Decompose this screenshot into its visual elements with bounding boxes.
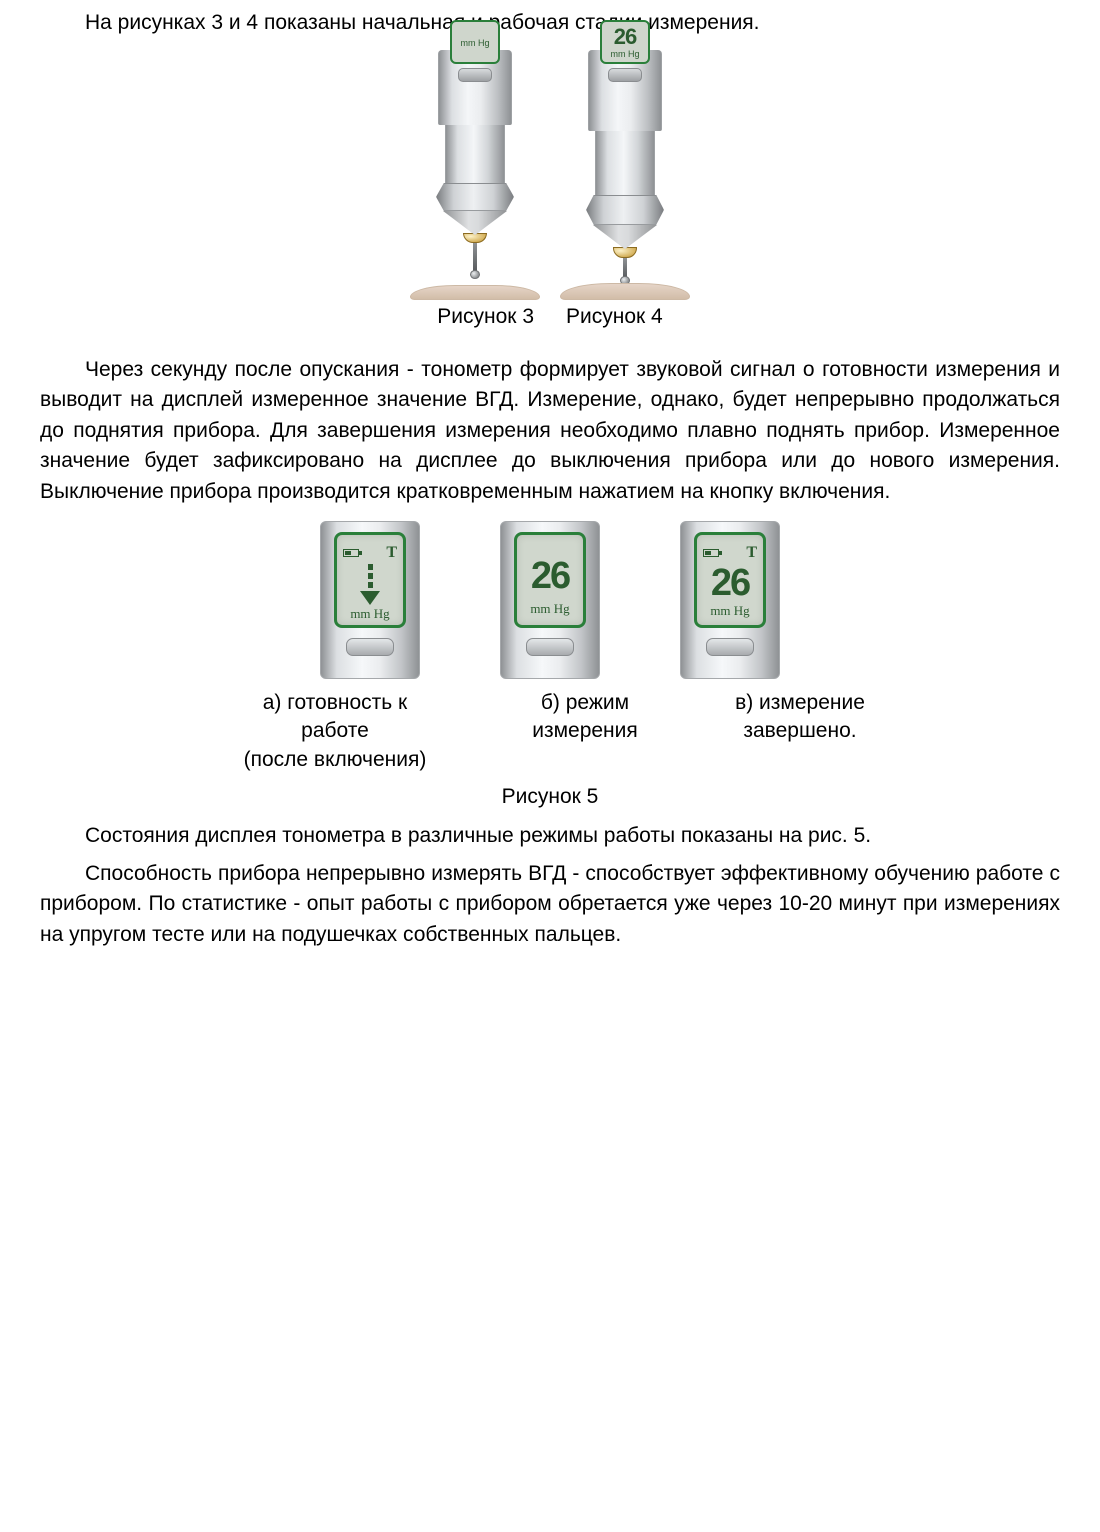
- figure-3: mm Hg: [410, 50, 540, 300]
- display-value: 26: [711, 564, 749, 602]
- figure-4: 26 mm Hg: [560, 50, 690, 300]
- device-display: T 26 mm Hg: [694, 532, 766, 628]
- caption-fig5b: б) режим измерения: [500, 689, 670, 746]
- figure-3-4-row: mm Hg 26 mm Hg: [40, 50, 1060, 300]
- power-button: [458, 68, 492, 82]
- caption-line: (после включения): [210, 746, 460, 774]
- probe-icon: [473, 243, 477, 272]
- paragraph-operation: Через секунду после опускания - тонометр…: [40, 355, 1060, 507]
- device-display: 26 mm Hg: [514, 532, 586, 628]
- caption-fig5c: в) измерение завершено.: [710, 689, 890, 746]
- figure-3-4-captions: Рисунок 3 Рисунок 4: [40, 302, 1060, 332]
- caption-line: работе: [210, 717, 460, 745]
- display-unit: mm Hg: [611, 48, 640, 61]
- display-closeup-b: 26 mm Hg: [500, 521, 600, 679]
- mode-indicator: T: [746, 541, 757, 564]
- device-display: T mm Hg: [334, 532, 406, 628]
- display-unit: mm Hg: [530, 600, 569, 619]
- eye-surface: [410, 285, 540, 301]
- paragraph-training: Способность прибора непрерывно измерять …: [40, 859, 1060, 950]
- figure-5-captions: а) готовность к работе (после включения)…: [40, 689, 1060, 774]
- display-closeup-a: T mm Hg: [320, 521, 420, 679]
- caption-fig3: Рисунок 3: [437, 302, 534, 332]
- figure-5-row: T mm Hg 26 mm Hg: [40, 521, 1060, 679]
- device-display: mm Hg: [450, 20, 500, 64]
- battery-icon: [703, 549, 719, 557]
- arrow-down-icon: [360, 564, 380, 605]
- power-button: [526, 638, 574, 656]
- power-button: [706, 638, 754, 656]
- caption-line: б) режим: [500, 689, 670, 717]
- caption-fig5: Рисунок 5: [40, 782, 1060, 812]
- display-closeup-c: T 26 mm Hg: [680, 521, 780, 679]
- power-button: [346, 638, 394, 656]
- caption-line: в) измерение: [710, 689, 890, 717]
- caption-fig5a: а) готовность к работе (после включения): [210, 689, 460, 774]
- display-value: 26: [614, 26, 636, 48]
- tonometer-device-initial: mm Hg: [410, 50, 540, 300]
- display-value: 26: [531, 557, 569, 595]
- display-unit: mm Hg: [710, 602, 749, 621]
- tonometer-device-working: 26 mm Hg: [560, 50, 690, 300]
- battery-icon: [343, 549, 359, 557]
- device-display: 26 mm Hg: [600, 20, 650, 64]
- caption-line: а) готовность к: [210, 689, 460, 717]
- paragraph-display-states: Состояния дисплея тонометра в различные …: [40, 821, 1060, 851]
- eye-surface: [560, 283, 690, 300]
- display-unit: mm Hg: [461, 37, 490, 50]
- mode-indicator: T: [386, 541, 397, 564]
- caption-fig4: Рисунок 4: [566, 302, 663, 332]
- display-unit: mm Hg: [350, 605, 389, 624]
- paragraph-intro: На рисунках 3 и 4 показаны начальная и р…: [40, 8, 1060, 38]
- power-button: [608, 68, 642, 82]
- caption-line: завершено.: [710, 717, 890, 745]
- caption-line: измерения: [500, 717, 670, 745]
